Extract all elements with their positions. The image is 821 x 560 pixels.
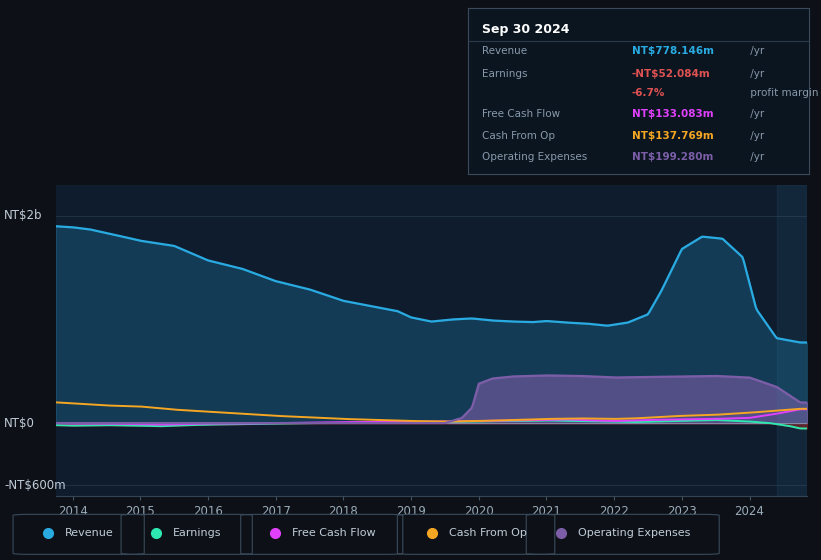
Text: NT$0: NT$0 [4, 417, 35, 430]
Text: NT$199.280m: NT$199.280m [631, 152, 713, 162]
Text: -6.7%: -6.7% [631, 88, 665, 97]
Text: NT$133.083m: NT$133.083m [631, 109, 713, 119]
Text: NT$778.146m: NT$778.146m [631, 46, 713, 57]
Text: Operating Expenses: Operating Expenses [482, 152, 587, 162]
Text: /yr: /yr [747, 109, 764, 119]
Text: Revenue: Revenue [65, 529, 113, 538]
Text: /yr: /yr [747, 46, 764, 57]
Text: /yr: /yr [747, 69, 764, 80]
Text: Revenue: Revenue [482, 46, 527, 57]
Text: Earnings: Earnings [482, 69, 527, 80]
Text: Free Cash Flow: Free Cash Flow [292, 529, 376, 538]
Text: Cash From Op: Cash From Op [482, 130, 555, 141]
Text: -NT$600m: -NT$600m [4, 479, 66, 492]
Text: /yr: /yr [747, 130, 764, 141]
Text: NT$2b: NT$2b [4, 209, 43, 222]
Text: Earnings: Earnings [172, 529, 222, 538]
Text: /yr: /yr [747, 152, 764, 162]
Text: Operating Expenses: Operating Expenses [578, 529, 690, 538]
Text: -NT$52.084m: -NT$52.084m [631, 69, 710, 80]
Text: Cash From Op: Cash From Op [449, 529, 527, 538]
Text: profit margin: profit margin [747, 88, 819, 97]
Bar [777, 185, 807, 496]
Text: Free Cash Flow: Free Cash Flow [482, 109, 560, 119]
Text: Sep 30 2024: Sep 30 2024 [482, 24, 569, 36]
Text: NT$137.769m: NT$137.769m [631, 130, 713, 141]
